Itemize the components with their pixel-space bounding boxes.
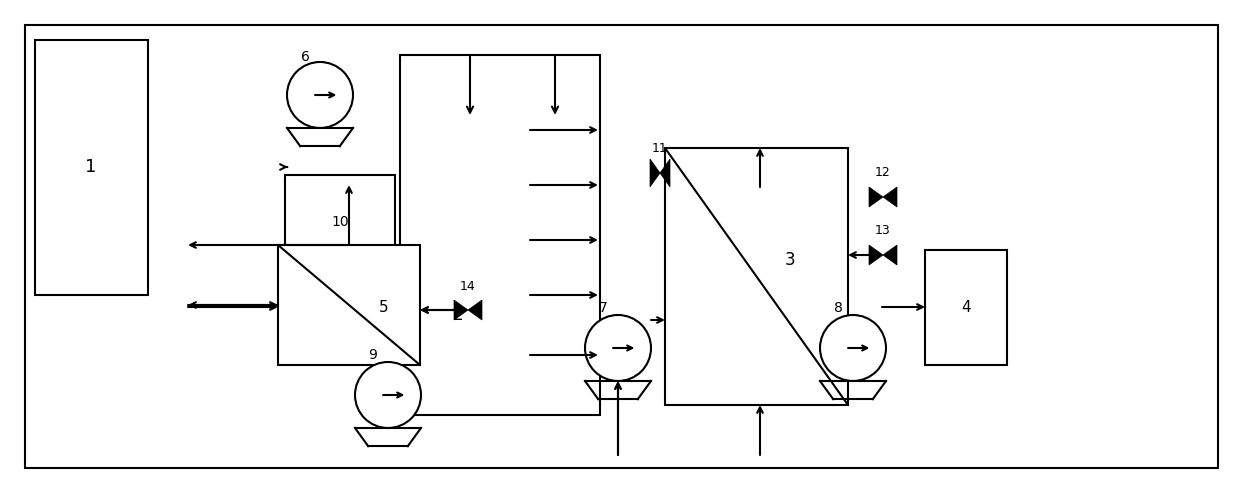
Bar bbox=[278, 245, 420, 365]
Text: 3: 3 bbox=[785, 251, 795, 269]
Bar bbox=[35, 40, 148, 295]
Text: 1: 1 bbox=[86, 158, 97, 176]
Text: 5: 5 bbox=[379, 299, 389, 315]
Text: 9: 9 bbox=[368, 348, 377, 362]
Polygon shape bbox=[467, 300, 482, 320]
Polygon shape bbox=[869, 245, 883, 265]
Text: 7: 7 bbox=[599, 301, 608, 315]
Polygon shape bbox=[650, 159, 660, 187]
Text: 11: 11 bbox=[652, 142, 668, 154]
Polygon shape bbox=[883, 187, 897, 207]
Polygon shape bbox=[660, 159, 670, 187]
Text: 13: 13 bbox=[875, 224, 890, 238]
Bar bbox=[925, 250, 1007, 365]
Text: 4: 4 bbox=[961, 299, 971, 315]
Circle shape bbox=[355, 362, 422, 428]
Circle shape bbox=[585, 315, 651, 381]
Bar bbox=[285, 175, 396, 270]
Bar bbox=[401, 55, 600, 415]
Text: 14: 14 bbox=[460, 279, 476, 293]
Text: 10: 10 bbox=[331, 215, 348, 229]
Polygon shape bbox=[454, 300, 467, 320]
Bar bbox=[665, 148, 848, 405]
Circle shape bbox=[820, 315, 887, 381]
Polygon shape bbox=[869, 187, 883, 207]
Text: 12: 12 bbox=[875, 167, 890, 179]
Text: 2: 2 bbox=[453, 306, 464, 324]
Text: 8: 8 bbox=[833, 301, 842, 315]
Polygon shape bbox=[883, 245, 897, 265]
Circle shape bbox=[286, 62, 353, 128]
Text: 6: 6 bbox=[300, 50, 310, 64]
